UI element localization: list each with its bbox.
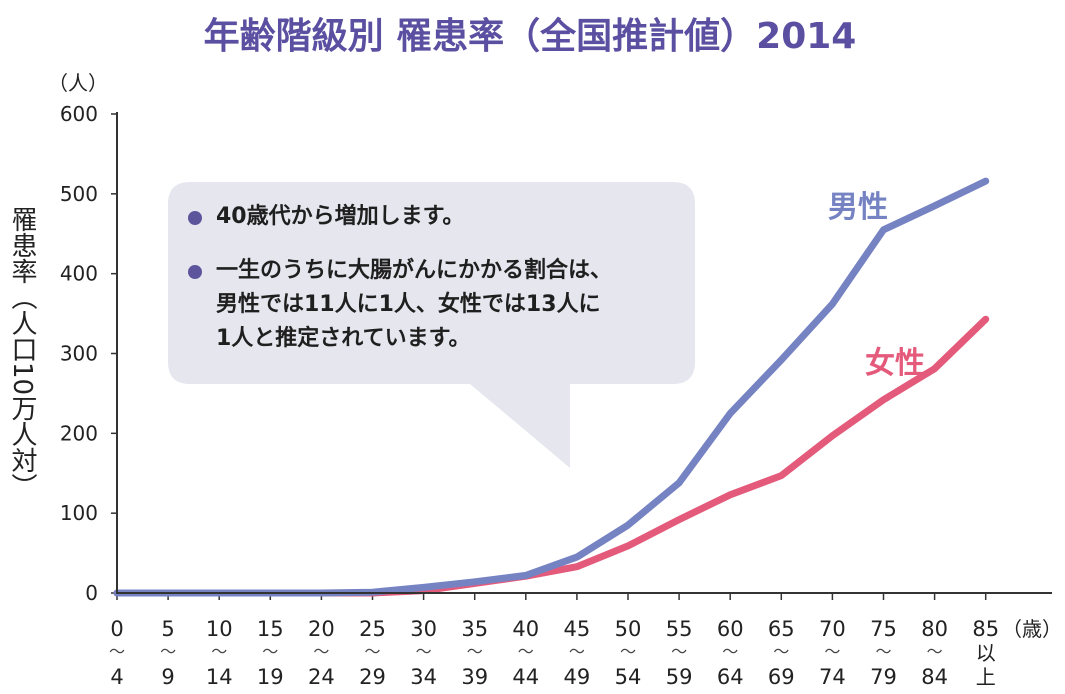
- x-tick-label-top: 35: [461, 617, 488, 641]
- x-tick-tilde: 〜: [109, 642, 125, 661]
- x-tick-tilde: 〜: [518, 642, 534, 661]
- y-tick-label: 400: [60, 262, 98, 286]
- series-label-male: 男性: [828, 190, 888, 225]
- x-tick-tilde: 〜: [927, 642, 943, 661]
- x-tick-label-top: 45: [564, 617, 591, 641]
- series-label-female: 女性: [865, 346, 925, 381]
- y-tick-label: 300: [60, 342, 98, 366]
- bullet-icon: [188, 211, 202, 225]
- x-tick-label-bottom: 34: [410, 665, 437, 689]
- x-tick-label-top: 20: [308, 617, 335, 641]
- x-tick-tilde: 〜: [671, 642, 687, 661]
- y-tick-label: 0: [85, 581, 98, 605]
- x-tick-label-bottom: 9: [161, 665, 174, 689]
- y-tick-label: 600: [60, 102, 98, 126]
- x-unit-label: （歳）: [1002, 617, 1062, 641]
- x-tick-label-bottom: 24: [308, 665, 335, 689]
- x-tick-label-bottom: 29: [359, 665, 386, 689]
- x-tick-label-bottom: 74: [819, 665, 846, 689]
- callout-item-2-line-3: 1人と推定されています。: [216, 326, 471, 351]
- y-tick-label: 500: [60, 182, 98, 206]
- x-tick-label-top: 30: [410, 617, 437, 641]
- x-tick-label-bottom: 14: [206, 665, 233, 689]
- x-tick-label-top: 80: [921, 617, 948, 641]
- x-tick-tilde: 〜: [313, 642, 329, 661]
- x-tick-tilde: 〜: [875, 642, 891, 661]
- x-tick-tilde: 〜: [160, 642, 176, 661]
- bullet-icon: [188, 265, 202, 279]
- x-tick-tilde: 〜: [722, 642, 738, 661]
- callout-bubble: [168, 182, 695, 468]
- x-tick-tilde: 〜: [211, 642, 227, 661]
- axes: [116, 112, 1052, 594]
- x-tick-label-top: 15: [257, 617, 284, 641]
- chart-title: 年齢階級別 罹患率（全国推計値）2014: [204, 15, 857, 57]
- x-tick-label-bottom: 69: [768, 665, 795, 689]
- callout-item-2-line-2: 男性では11人に1人、女性では13人に: [216, 292, 601, 317]
- x-tick-label-bottom: 39: [461, 665, 488, 689]
- x-tick-tilde: 〜: [620, 642, 636, 661]
- x-tick-label-bottom: 84: [921, 665, 948, 689]
- x-tick-label-top: 60: [717, 617, 744, 641]
- x-tick-label-bottom: 64: [717, 665, 744, 689]
- x-tick-tilde: 〜: [416, 642, 432, 661]
- x-tick-label-top: 75: [870, 617, 897, 641]
- callout-item-2-line-1: 一生のうちに大腸がんにかかる割合は、: [216, 258, 613, 283]
- x-tick-label-top: 55: [666, 617, 693, 641]
- y-unit-label: （人）: [48, 71, 108, 95]
- callout-item-2: 一生のうちに大腸がんにかかる割合は、 男性では11人に1人、女性では13人に 1…: [188, 254, 612, 356]
- x-tick-tilde: 〜: [569, 642, 585, 661]
- x-tick-label-bottom: 19: [257, 665, 284, 689]
- y-tick-label: 100: [60, 501, 98, 525]
- x-tick-label-top: 50: [615, 617, 642, 641]
- x-tick-tilde: 〜: [467, 642, 483, 661]
- x-tick-tilde: 〜: [262, 642, 278, 661]
- x-tick-label-top: 5: [161, 617, 174, 641]
- y-axis-ticks: 0 100 200 300 400 500 600: [60, 102, 117, 605]
- x-tick-label-top: 25: [359, 617, 386, 641]
- x-tick-label-top: 0: [110, 617, 123, 641]
- callout-bubble-shape: [168, 182, 695, 468]
- callout-note: 40歳代から増加します。 一生のうちに大腸がんにかかる割合は、 男性では11人に…: [168, 182, 694, 384]
- x-tick-label-bottom: 54: [615, 665, 642, 689]
- x-tick-label-bottom: 44: [512, 665, 539, 689]
- y-axis-label: 罹患率（人口10万人対）: [7, 206, 37, 499]
- callout-item-1-line-1: 40歳代から増加します。: [216, 204, 465, 229]
- x-tick-label-top: 70: [819, 617, 846, 641]
- x-tick-label-bottom: 4: [110, 665, 123, 689]
- x-tick-label-bottom: 以: [976, 641, 996, 665]
- callout-item-1: 40歳代から増加します。: [188, 200, 464, 234]
- x-tick-tilde: 〜: [824, 642, 840, 661]
- x-tick-tilde: 〜: [773, 642, 789, 661]
- x-tick-label-bottom: 79: [870, 665, 897, 689]
- x-tick-label-bottom: 49: [564, 665, 591, 689]
- y-axis-title: 罹患率（人口10万人対）: [7, 206, 37, 499]
- x-tick-label-below: 上: [976, 665, 996, 689]
- x-tick-label-top: 40: [512, 617, 539, 641]
- x-tick-label-top: 10: [206, 617, 233, 641]
- x-axis-ticks: 0〜45〜910〜1415〜1920〜2425〜2930〜3435〜3940〜4…: [109, 593, 999, 689]
- x-tick-label-top: 65: [768, 617, 795, 641]
- x-tick-tilde: 〜: [364, 642, 380, 661]
- x-tick-label-top: 85: [972, 617, 999, 641]
- x-tick-label-bottom: 59: [666, 665, 693, 689]
- y-tick-label: 200: [60, 421, 98, 445]
